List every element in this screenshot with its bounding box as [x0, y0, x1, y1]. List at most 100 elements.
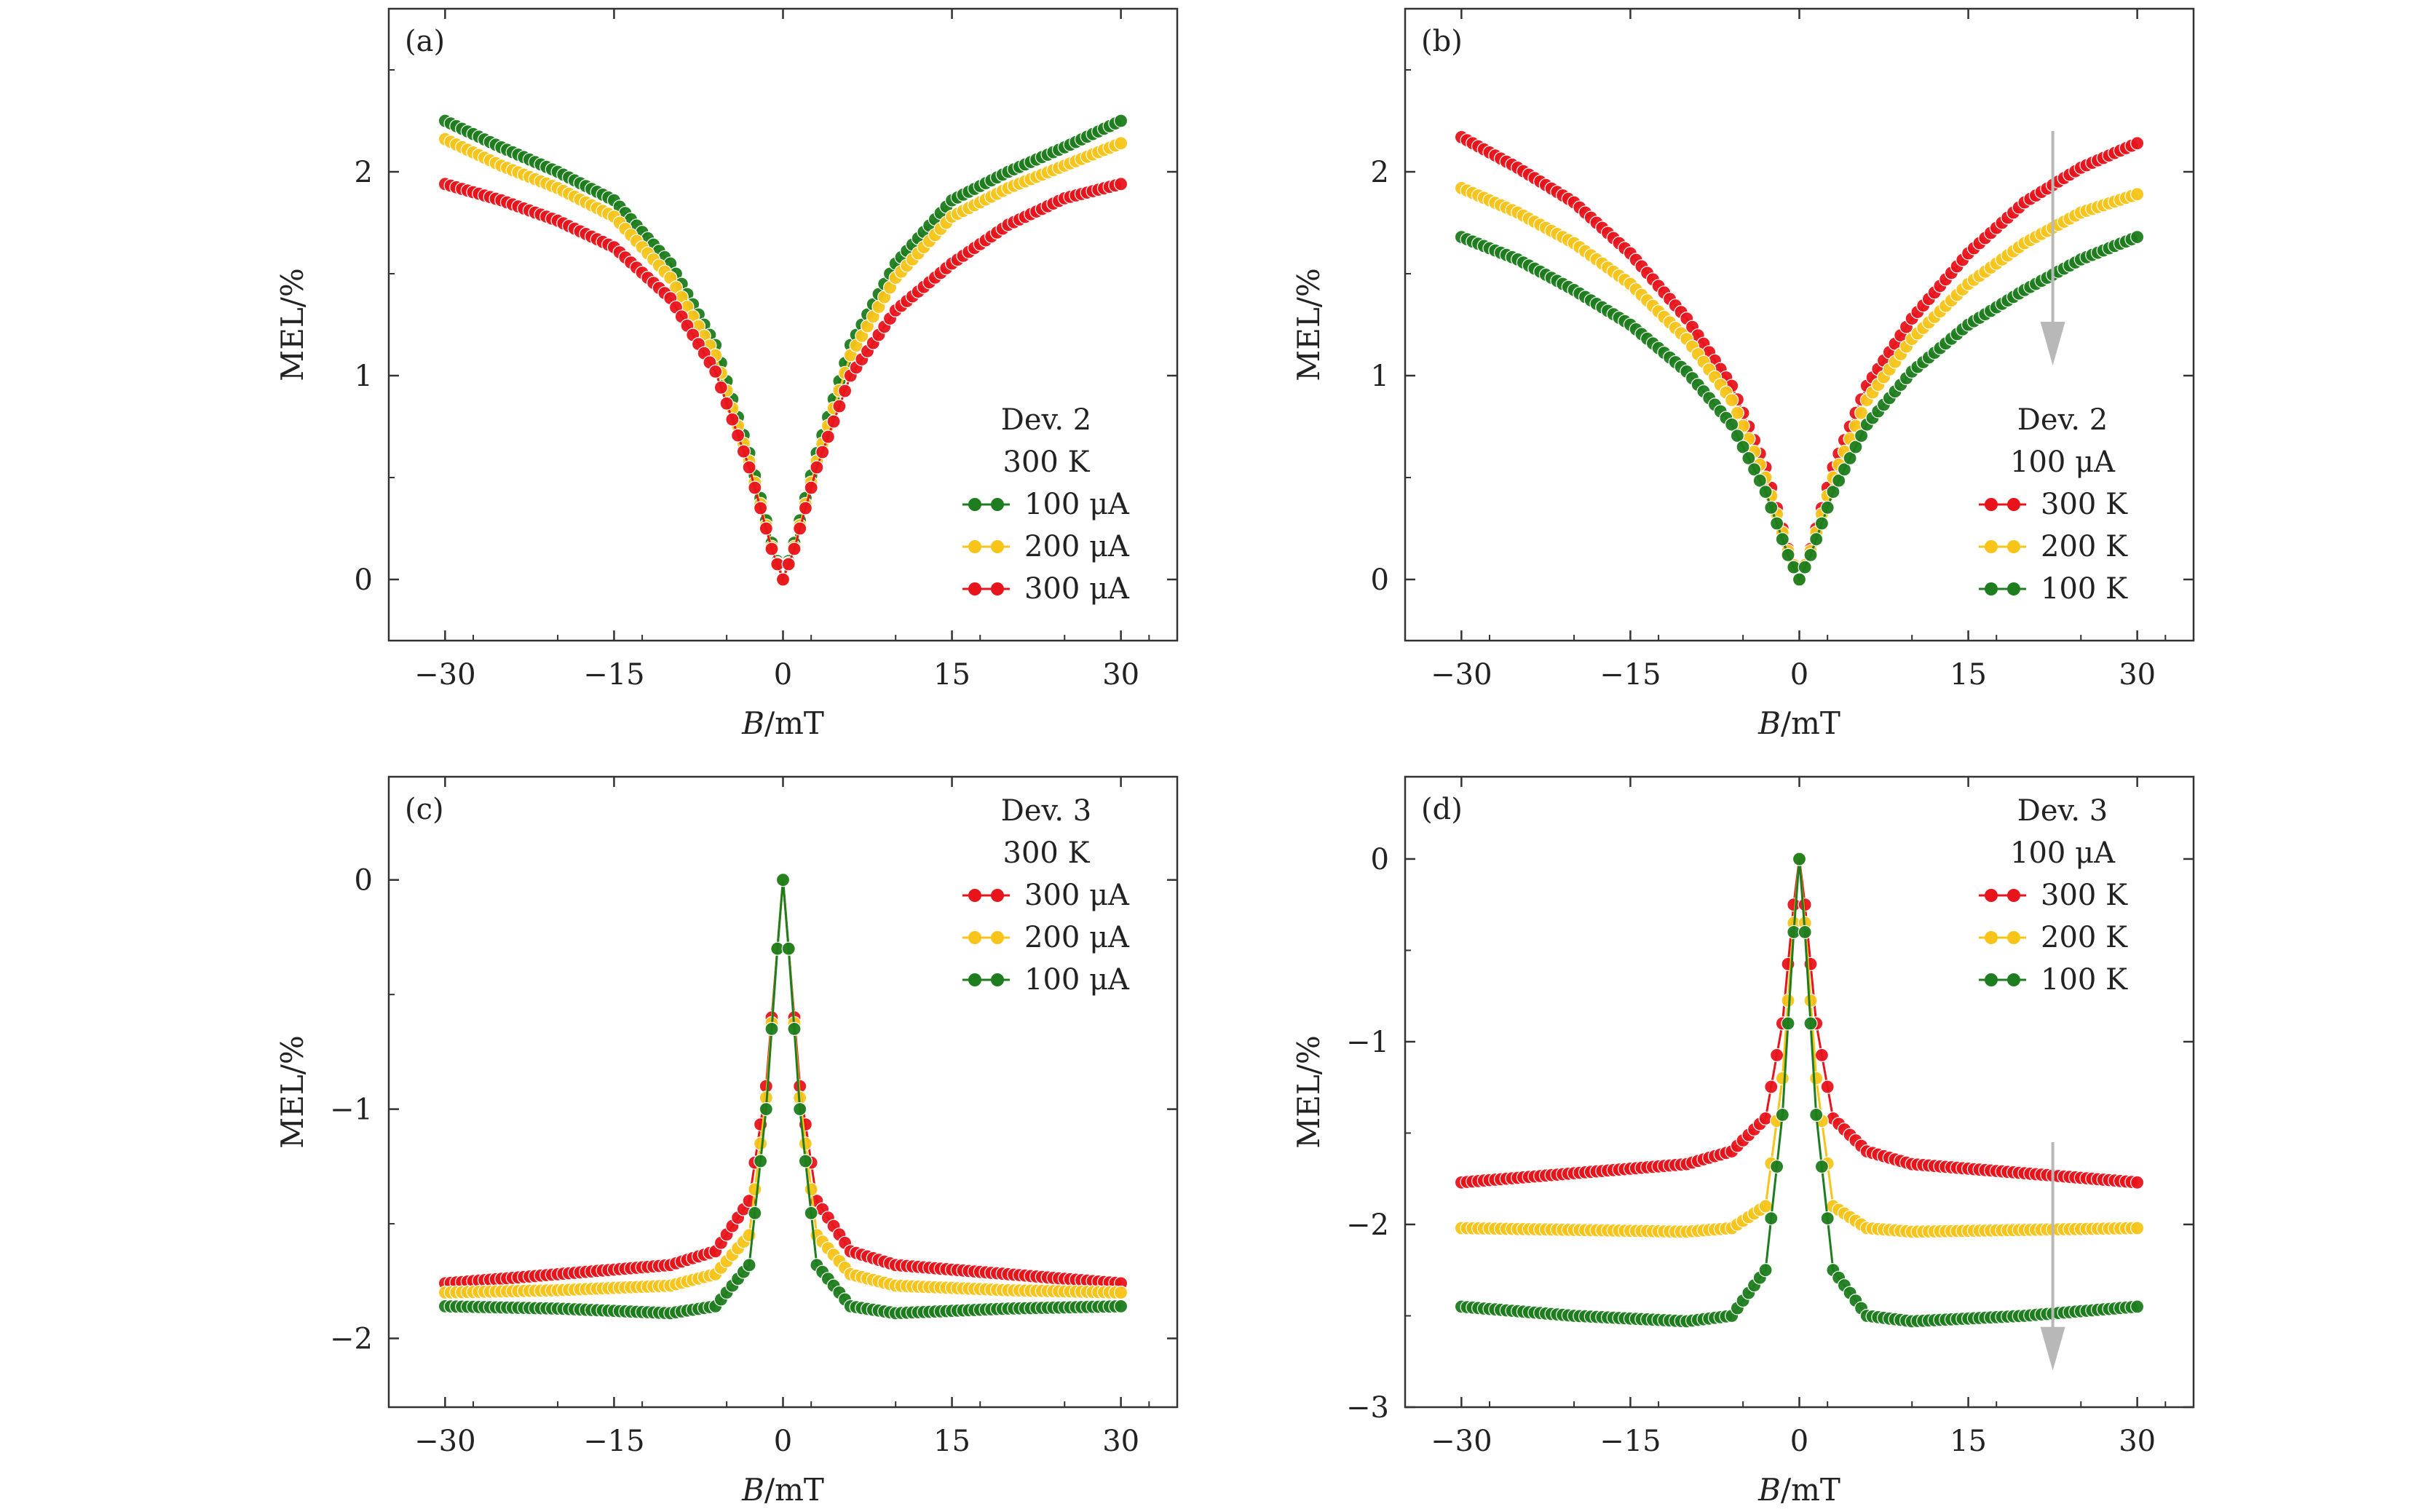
- data-point: [1809, 1071, 1824, 1085]
- data-point: [2130, 1221, 2145, 1235]
- data-point: [2130, 136, 2145, 151]
- x-tick-label: 30: [1102, 1425, 1139, 1458]
- data-point: [815, 445, 830, 459]
- data-point: [1725, 392, 1739, 408]
- data-point: [1113, 1299, 1128, 1314]
- y-axis-label: MEL/%: [274, 1035, 310, 1149]
- legend-entry: 300 K: [2041, 488, 2128, 521]
- legend-swatch-dot: [968, 889, 981, 902]
- legend-swatch-dot: [2007, 973, 2020, 986]
- y-tick-label: 0: [1371, 843, 1389, 876]
- x-axis-label-var: B: [1757, 1472, 1781, 1508]
- data-point: [725, 412, 740, 427]
- panel-b: −30 −15 0 15 30 0 1 2 B/mT MEL/% (b) Dev. 2 100 μA 30…: [1291, 7, 2195, 741]
- trend-arrow-head: [2040, 1326, 2065, 1371]
- data-point: [1832, 473, 1846, 488]
- x-axis-label-var: B: [741, 1472, 764, 1508]
- data-point: [753, 1136, 768, 1151]
- data-point: [748, 1206, 762, 1221]
- panel-a: −30 −15 0 15 30 0 1 2 B/mT MEL/% (a) Dev. 2 300 K 100…: [274, 7, 1179, 741]
- legend-swatch-dot: [1985, 931, 1998, 944]
- series-300-μA: [438, 873, 1128, 1291]
- data-point: [730, 428, 746, 443]
- x-tick-label: 30: [2119, 658, 2156, 692]
- legend-entry: 100 K: [2041, 572, 2128, 606]
- legend-swatch-dot: [991, 931, 1004, 944]
- y-tick-label: 0: [355, 563, 373, 597]
- data-point: [1781, 1016, 1795, 1031]
- x-tick-label: −30: [1431, 658, 1492, 692]
- legend-swatch-dot: [2007, 931, 2020, 944]
- legend-swatch-dot: [1985, 973, 1998, 986]
- x-axis-label: B/mT: [741, 1472, 824, 1508]
- data-point: [1758, 1263, 1773, 1278]
- series-line: [445, 879, 1121, 1294]
- data-point: [764, 1021, 779, 1037]
- data-point: [1113, 136, 1128, 151]
- data-point: [1809, 532, 1824, 547]
- x-axis-label-var: B: [1757, 705, 1781, 741]
- data-point: [1781, 993, 1795, 1008]
- legend-swatch-dot: [2007, 582, 2020, 595]
- data-point: [1775, 532, 1790, 547]
- data-point: [1764, 1080, 1779, 1094]
- data-point: [1781, 547, 1795, 563]
- data-point: [837, 384, 853, 398]
- legend-swatch-dot: [968, 498, 981, 511]
- legend-entry: 100 μA: [1024, 963, 1130, 997]
- panel-label: (a): [405, 25, 445, 58]
- legend-title-line: Dev. 2: [1001, 403, 1091, 437]
- data-point: [781, 941, 796, 956]
- data-point: [748, 1182, 762, 1197]
- y-tick-label: 2: [1371, 156, 1389, 189]
- trend-arrow-head: [2040, 322, 2065, 365]
- data-point: [1770, 1048, 1784, 1063]
- data-point: [798, 1154, 813, 1168]
- data-point: [2130, 187, 2145, 202]
- data-point: [742, 460, 756, 475]
- data-point: [798, 1136, 813, 1151]
- data-point: [764, 542, 779, 556]
- legend-swatch-dot: [991, 582, 1004, 595]
- data-point: [1758, 484, 1773, 499]
- series-line: [1460, 136, 2138, 583]
- y-tick-label: 1: [1371, 360, 1389, 393]
- data-point: [1113, 114, 1128, 128]
- x-axis-label-unit: /mT: [764, 1472, 824, 1508]
- data-point: [804, 1206, 818, 1221]
- y-tick-label: 1: [355, 360, 373, 393]
- y-tick-label: 0: [1371, 563, 1389, 597]
- legend-entry: 200 μA: [1024, 921, 1130, 954]
- panel-label: (b): [1421, 25, 1463, 58]
- data-point: [753, 501, 768, 515]
- data-point: [775, 572, 791, 587]
- data-point: [736, 444, 751, 459]
- data-point: [1792, 852, 1807, 866]
- data-point: [759, 1101, 773, 1117]
- data-point: [1837, 462, 1851, 477]
- data-point: [753, 1154, 768, 1168]
- data-point: [713, 380, 729, 395]
- data-point: [781, 557, 796, 571]
- data-point: [804, 1182, 818, 1197]
- legend-entry: 300 K: [2041, 879, 2128, 912]
- data-point: [1770, 1159, 1784, 1174]
- y-tick-label: 0: [355, 864, 373, 898]
- legend-swatch-dot: [991, 498, 1004, 511]
- x-axis-label-unit: /mT: [1781, 705, 1840, 741]
- series-100-μA: [438, 873, 1128, 1321]
- legend-swatch-dot: [2007, 540, 2020, 553]
- data-point: [787, 542, 802, 556]
- x-tick-label: 30: [2119, 1425, 2156, 1458]
- x-tick-label: −15: [1599, 1425, 1661, 1458]
- data-point: [1758, 1111, 1773, 1126]
- data-point: [1820, 1211, 1835, 1226]
- x-axis-label-unit: /mT: [764, 705, 824, 741]
- legend-entry: 100 K: [2041, 963, 2128, 997]
- series-200-μA: [438, 873, 1128, 1300]
- x-tick-label: 0: [774, 1425, 792, 1458]
- data-point: [1752, 473, 1767, 488]
- legend-swatch-dot: [968, 931, 981, 944]
